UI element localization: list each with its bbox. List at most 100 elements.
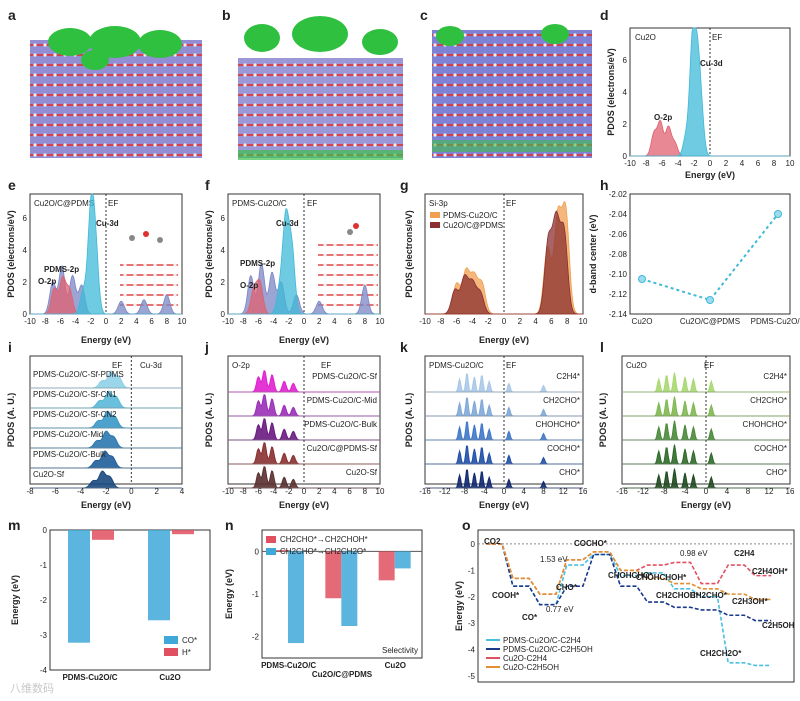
pi-series-5-label: Cu2O-Sf <box>33 470 65 479</box>
pi-series-4-label: PDMS-Cu2O/C-Bulk <box>33 450 107 459</box>
pd-x-tick: -8 <box>642 159 650 168</box>
pl-series-1-label: CH2CHO* <box>750 396 787 405</box>
chart-e-series-label-cu3d: Cu-3d <box>96 219 119 228</box>
chart-n-ylabel: Energy (eV) <box>224 569 234 619</box>
pd-series-1-area <box>630 27 790 157</box>
chart-o-annotation: 0.77 eV <box>546 605 574 614</box>
pe-y-tick: 2 <box>23 278 28 287</box>
pk-x-tick: 12 <box>559 487 568 496</box>
pl-x-tick: -12 <box>637 487 649 496</box>
pe-x-tick: -6 <box>57 317 65 326</box>
chart-g-title: Si-3p <box>429 199 448 208</box>
chart-o-species-label: COCHO* <box>574 539 608 548</box>
pj-x-tick: -10 <box>222 487 234 496</box>
pf-x-tick: -4 <box>270 317 278 326</box>
chart-o-y-tick: -2 <box>468 593 476 602</box>
chart-l-title: Cu2O <box>626 361 647 370</box>
chart-h-y-tick: -2.04 <box>609 210 628 219</box>
chart-o-species-label: COOH* <box>492 591 520 600</box>
pe-series-2-area <box>30 193 182 315</box>
chart-d-xlabel: Energy (eV) <box>685 170 735 180</box>
panel-label-e: e <box>8 177 16 193</box>
chart-e: Cu2O/C@PDMS EF Energy (eV) PDOS (electro… <box>6 193 187 345</box>
pe-x-tick: -8 <box>42 317 50 326</box>
pe-x-tick: 2 <box>119 317 124 326</box>
structure-render-b <box>238 16 403 160</box>
panel-label-j: j <box>204 339 209 355</box>
chart-n-bar-0 <box>272 550 288 552</box>
chart-n-x-tick: Cu2O <box>385 661 406 670</box>
chart-h-y-tick: -2.02 <box>609 190 628 199</box>
pj-x-tick: 2 <box>317 487 322 496</box>
pk-x-tick: -8 <box>461 487 469 496</box>
pf-x-tick: -8 <box>240 317 248 326</box>
chart-g-legend-swatch-0 <box>430 212 440 218</box>
chart-e-xlabel: Energy (eV) <box>81 335 131 345</box>
pg-x-tick: -6 <box>453 317 461 326</box>
chart-h-point <box>638 275 646 283</box>
chart-h-ylabel: d-band center (eV) <box>588 214 598 293</box>
chart-f-series-label-o2p: O-2p <box>240 281 258 290</box>
pd-y-tick: 4 <box>623 88 628 97</box>
pf-y-tick: 6 <box>221 214 226 223</box>
pl-x-tick: -8 <box>660 487 668 496</box>
chart-l-xlabel: Energy (eV) <box>681 500 731 510</box>
pd-x-tick: 4 <box>740 159 745 168</box>
pg-x-tick: 0 <box>502 317 507 326</box>
chart-o-legend-label: Cu2O-C2H5OH <box>503 663 559 672</box>
pk-series-1-label: CH2CHO* <box>543 396 580 405</box>
chart-e-series-label-o2p: O-2p <box>38 277 56 286</box>
pl-x-tick: -4 <box>681 487 689 496</box>
pj-x-tick: -2 <box>285 487 293 496</box>
chart-o-y-tick: 0 <box>471 540 476 549</box>
chart-n: Selectivity Energy (eV) 0 -1 -2 PDMS-Cu2O/C… <box>224 529 423 679</box>
pf-x-tick: 4 <box>332 317 337 326</box>
chart-o-legend-label: PDMS-Cu2O/C-C2H5OH <box>503 645 593 654</box>
chart-m-x-tick: Cu2O <box>159 673 180 682</box>
chart-m-legend-label: CO* <box>182 636 197 645</box>
pd-x-tick: 6 <box>756 159 761 168</box>
pe-x-tick: 6 <box>149 317 154 326</box>
chart-g-xlabel: Energy (eV) <box>479 335 529 345</box>
chart-o-ylabel: Energy (eV) <box>454 581 464 631</box>
panel-label-b: b <box>222 7 231 23</box>
chart-e-ylabel: PDOS (electrons/eV) <box>6 210 16 298</box>
chart-o-annotation: 0.98 eV <box>680 549 708 558</box>
chart-j: O-2p EF Energy (eV) PDOS (A. U.) PDMS-Cu… <box>204 355 385 510</box>
pk-series-2-label: CHOHCHO* <box>536 420 580 429</box>
pe-x-tick: -4 <box>72 317 80 326</box>
chart-n-x-tick: PDMS-Cu2O/C <box>261 661 316 670</box>
chart-m-y-tick: 0 <box>43 526 48 535</box>
chart-h-point <box>706 296 714 304</box>
chart-d-ylabel: PDOS (electrons/eV) <box>606 48 616 136</box>
chart-h-x-tick: Cu2O <box>632 317 653 326</box>
chart-o-y-tick: -4 <box>468 646 476 655</box>
chart-n-title: Selectivity <box>382 646 418 655</box>
chart-n-y-tick: 0 <box>255 547 260 556</box>
chart-n-legend-label: CH2CHO*→CH2CHOH* <box>280 535 368 544</box>
chart-o-frame <box>477 529 795 683</box>
chart-o-path-1 <box>486 543 772 622</box>
pg-series-1-area <box>425 210 583 315</box>
chart-m-bar-CO* <box>68 530 90 643</box>
chart-n-bar-1 <box>394 551 411 569</box>
chart-i-ylabel: PDOS (A. U.) <box>6 393 16 448</box>
pd-x-tick: -4 <box>674 159 682 168</box>
pl-x-tick: 16 <box>786 487 795 496</box>
chart-h-y-tick: -2.12 <box>609 290 628 299</box>
chart-m-y-tick: -1 <box>40 561 48 570</box>
chart-o-species-label: CHO* <box>556 583 578 592</box>
chart-e-inset <box>118 226 180 310</box>
pj-x-tick: -6 <box>255 487 263 496</box>
pl-series-2-label: CHOHCHO* <box>743 420 787 429</box>
chart-o-y-tick: -3 <box>468 619 476 628</box>
chart-f-ef-label: EF <box>307 199 317 208</box>
chart-f-xlabel: Energy (eV) <box>279 335 329 345</box>
chart-o-y-tick: -1 <box>468 566 476 575</box>
chart-n-bar-1 <box>288 551 304 644</box>
chart-d-series-label-o2p: O-2p <box>654 113 672 122</box>
pj-x-tick: 6 <box>347 487 352 496</box>
chart-o-species-label: CH2CHOH* <box>656 591 700 600</box>
chart-f-title: PDMS-Cu2O/C <box>232 199 287 208</box>
pi-x-tick: 0 <box>129 487 134 496</box>
